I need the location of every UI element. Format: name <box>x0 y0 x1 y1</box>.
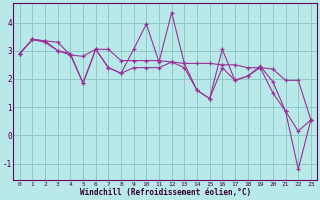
X-axis label: Windchill (Refroidissement éolien,°C): Windchill (Refroidissement éolien,°C) <box>80 188 251 197</box>
